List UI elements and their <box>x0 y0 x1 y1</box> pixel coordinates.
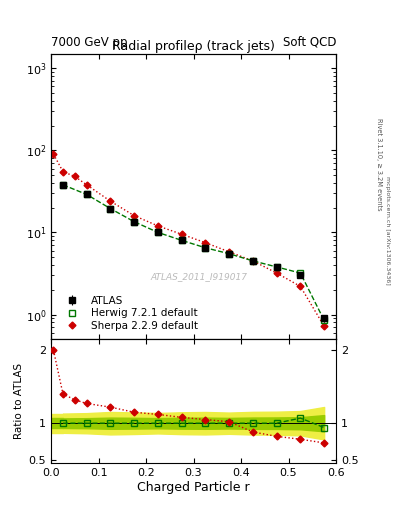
Herwig 7.2.1 default <box>227 251 231 257</box>
Sherpa 2.2.9 default <box>72 174 77 180</box>
Herwig 7.2.1 default <box>108 205 113 211</box>
Sherpa 2.2.9 default <box>156 223 160 229</box>
Herwig 7.2.1 default <box>61 182 65 188</box>
Sherpa 2.2.9 default <box>51 151 56 157</box>
Herwig 7.2.1 default <box>179 237 184 243</box>
Herwig 7.2.1 default <box>298 270 303 276</box>
Y-axis label: Ratio to ATLAS: Ratio to ATLAS <box>15 363 24 439</box>
Herwig 7.2.1 default <box>203 245 208 251</box>
Text: ATLAS_2011_I919017: ATLAS_2011_I919017 <box>151 272 248 281</box>
Text: Soft QCD: Soft QCD <box>283 36 336 49</box>
Herwig 7.2.1 default <box>322 317 327 324</box>
Line: Sherpa 2.2.9 default: Sherpa 2.2.9 default <box>51 152 327 329</box>
Sherpa 2.2.9 default <box>251 258 255 264</box>
Herwig 7.2.1 default <box>132 219 136 225</box>
Title: Radial profileρ (track jets): Radial profileρ (track jets) <box>112 39 275 53</box>
X-axis label: Charged Particle r: Charged Particle r <box>137 481 250 494</box>
Sherpa 2.2.9 default <box>203 240 208 246</box>
Text: mcplots.cern.ch [arXiv:1306.3436]: mcplots.cern.ch [arXiv:1306.3436] <box>385 176 389 285</box>
Sherpa 2.2.9 default <box>108 198 113 204</box>
Text: Rivet 3.1.10, ≥ 3.2M events: Rivet 3.1.10, ≥ 3.2M events <box>376 118 382 210</box>
Herwig 7.2.1 default <box>84 191 89 198</box>
Line: Herwig 7.2.1 default: Herwig 7.2.1 default <box>59 181 328 324</box>
Text: 7000 GeV pp: 7000 GeV pp <box>51 36 128 49</box>
Sherpa 2.2.9 default <box>274 270 279 276</box>
Sherpa 2.2.9 default <box>179 231 184 238</box>
Sherpa 2.2.9 default <box>298 283 303 289</box>
Sherpa 2.2.9 default <box>227 249 231 255</box>
Herwig 7.2.1 default <box>156 229 160 236</box>
Sherpa 2.2.9 default <box>322 323 327 329</box>
Sherpa 2.2.9 default <box>61 168 65 175</box>
Herwig 7.2.1 default <box>251 258 255 264</box>
Herwig 7.2.1 default <box>274 264 279 270</box>
Sherpa 2.2.9 default <box>84 182 89 188</box>
Sherpa 2.2.9 default <box>132 212 136 219</box>
Legend: ATLAS, Herwig 7.2.1 default, Sherpa 2.2.9 default: ATLAS, Herwig 7.2.1 default, Sherpa 2.2.… <box>56 292 201 334</box>
